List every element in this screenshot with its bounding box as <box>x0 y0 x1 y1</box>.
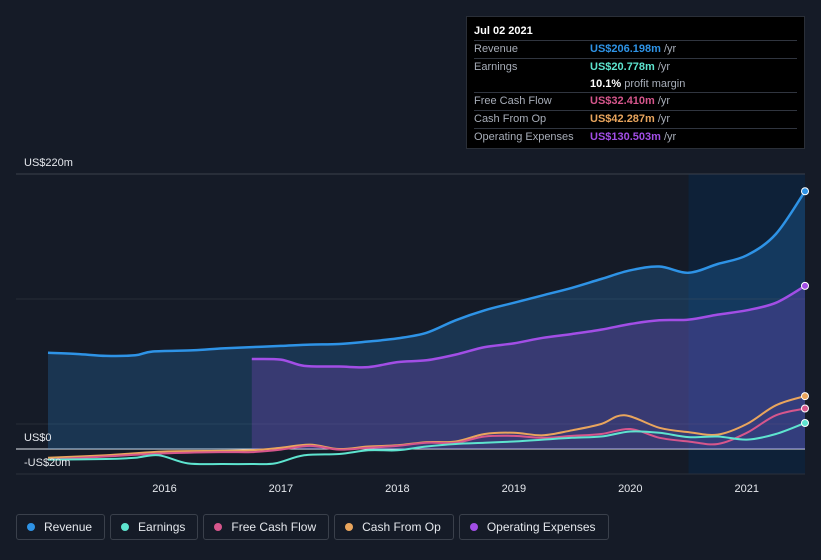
legend-label: Revenue <box>44 520 93 534</box>
legend-dot-icon <box>27 523 35 531</box>
operating-expenses-line <box>251 284 806 369</box>
tooltip-row-value: US$206.198m <box>590 43 661 55</box>
tooltip-row-value: US$42.287m <box>590 113 655 126</box>
tooltip-row-value: US$20.778m <box>590 60 655 73</box>
x-tick-label: 2017 <box>269 483 293 495</box>
legend-label: Free Cash Flow <box>231 520 317 534</box>
chart-legend: Revenue Earnings Free Cash Flow Cash From O… <box>16 514 614 542</box>
earnings-line <box>47 422 806 466</box>
legend-item-cash-from-op[interactable]: Cash From Op <box>334 514 454 540</box>
cash-from-op-line <box>47 395 806 459</box>
free-cash-flow-end-marker <box>801 404 809 413</box>
x-tick-label: 2016 <box>152 483 176 495</box>
legend-dot-icon <box>345 523 354 531</box>
tooltip-row-unit: /yr <box>657 113 671 126</box>
hover-tooltip: Jul 02 2021 Revenue US$206.198m/yr Earning… <box>466 16 805 149</box>
tooltip-rows: Revenue US$206.198m/yr Earnings US$20.778m /… <box>474 40 797 146</box>
tooltip-row-value: 10.1% <box>590 77 622 90</box>
tooltip-row-label: Revenue <box>474 43 519 55</box>
revenue-line <box>47 190 807 358</box>
tooltip-row-value: US$130.503m <box>590 130 661 143</box>
legend-dot-icon <box>121 523 130 531</box>
tooltip-date: Jul 02 2021 <box>474 25 533 37</box>
revenue-end-marker <box>801 187 809 196</box>
series-areas <box>48 191 806 450</box>
legend-dot-icon <box>469 523 478 531</box>
tooltip-row-label: Earnings <box>474 60 518 73</box>
cash-from-op-end-marker <box>801 392 809 401</box>
operating-expenses-area <box>251 285 806 449</box>
tooltip-row: Operating Expenses US$130.503m/yr <box>474 127 797 146</box>
tooltip-row-label: Cash From Op <box>474 113 547 126</box>
x-tick-label: 2020 <box>618 483 642 495</box>
series-lines <box>47 190 807 466</box>
legend-dot-icon <box>214 523 223 531</box>
x-axis-ticks: 2016 2017 2018 2019 2020 2021 <box>152 483 759 495</box>
tooltip-row: 10.1% profit margin <box>474 76 797 93</box>
y-label-top: US$220m <box>24 157 73 169</box>
tooltip-row-unit: /yr <box>657 60 671 73</box>
series-end-markers <box>801 187 809 427</box>
x-tick-label: 2021 <box>735 483 759 495</box>
legend-label: Earnings <box>138 520 186 534</box>
tooltip-row-label <box>474 76 590 93</box>
tooltip-row-unit: profit margin <box>624 77 686 90</box>
tooltip-row-value: US$32.410m <box>590 95 655 108</box>
tooltip-row-label: Operating Expenses <box>474 130 574 143</box>
tooltip-row-unit: /yr <box>657 95 671 108</box>
x-tick-label: 2018 <box>385 483 409 495</box>
free-cash-flow-line <box>47 407 806 461</box>
tooltip-row: Cash From Op US$42.287m/yr <box>474 110 797 128</box>
tooltip-row: Earnings US$20.778m/yr <box>474 57 797 76</box>
legend-item-earnings[interactable]: Earnings <box>110 514 199 540</box>
legend-item-free-cash-flow[interactable]: Free Cash Flow <box>203 514 330 540</box>
tooltip-row-label: Free Cash Flow <box>474 95 552 108</box>
legend-label: Cash From Op <box>362 520 441 534</box>
legend-item-operating-expenses[interactable]: Operating Expenses <box>458 514 609 540</box>
legend-item-revenue[interactable]: Revenue <box>16 514 106 540</box>
revenue-area <box>48 191 805 450</box>
y-label-bottom: -US$20m <box>24 457 70 469</box>
tooltip-row-unit: /yr <box>663 43 677 55</box>
x-tick-label: 2019 <box>502 483 526 495</box>
tooltip-row: Free Cash Flow US$32.410m/yr <box>474 92 797 110</box>
tooltip-row: Revenue US$206.198m/yr <box>474 40 797 58</box>
operating-expenses-end-marker <box>801 281 809 290</box>
y-label-zero: US$0 <box>24 432 52 444</box>
tooltip-row-unit: /yr <box>663 130 677 143</box>
legend-label: Operating Expenses <box>486 520 596 534</box>
earnings-end-marker <box>801 419 809 427</box>
